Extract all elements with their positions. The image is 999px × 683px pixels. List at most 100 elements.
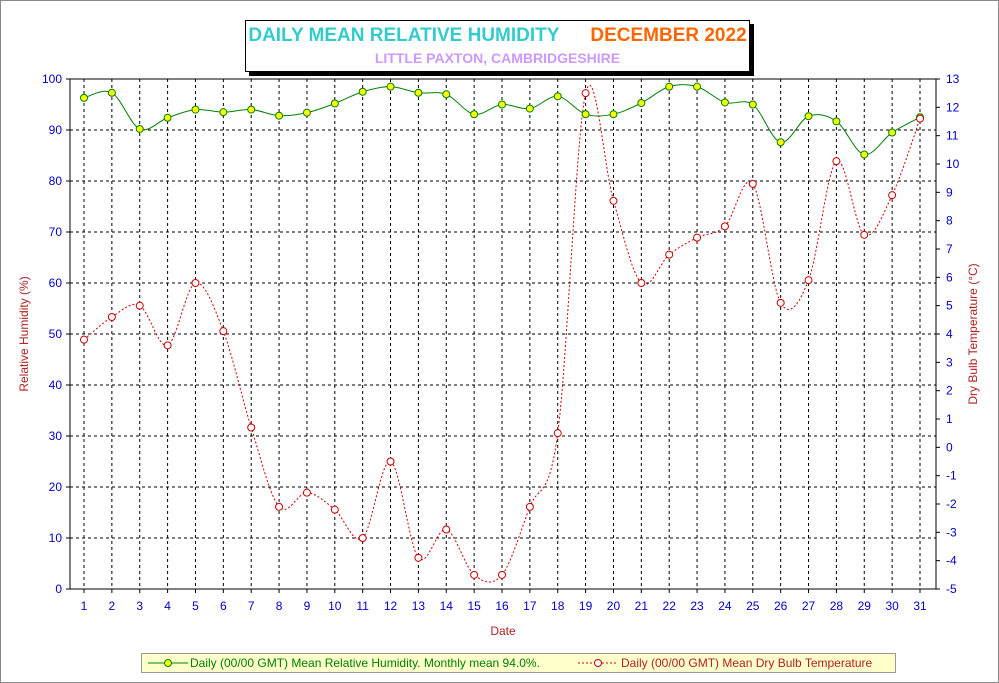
y-left-tick-label: 40 [49, 378, 63, 392]
temperature-point [386, 457, 395, 466]
temperature-point [302, 488, 311, 497]
x-tick-label: 5 [192, 599, 199, 613]
y-left-tick-label: 20 [49, 480, 63, 494]
x-tick-label: 6 [220, 599, 227, 613]
temperature-point [776, 298, 785, 307]
x-tick-label: 29 [858, 599, 872, 613]
series-layer [80, 82, 924, 583]
humidity-point [219, 108, 228, 117]
x-tick-label: 28 [830, 599, 844, 613]
humidity-point [358, 87, 367, 96]
y-right-tick-label: 3 [946, 355, 953, 369]
x-tick-label: 8 [276, 599, 283, 613]
temperature-point [135, 301, 144, 310]
x-tick-label: 19 [579, 599, 593, 613]
x-tick-label: 11 [356, 599, 369, 613]
y-axis-right-label: Dry Bulb Temperature (°C) [966, 263, 980, 404]
grid-lines [70, 79, 936, 589]
y-left-tick-label: 60 [49, 276, 63, 290]
y-left-tick-label: 10 [49, 531, 63, 545]
humidity-point [330, 99, 339, 108]
y-left-tick-label: 0 [55, 582, 62, 596]
chart-title-box: DAILY MEAN RELATIVE HUMIDITY DECEMBER 20… [245, 20, 750, 72]
temperature-point [860, 230, 869, 239]
humidity-point [302, 108, 311, 117]
x-tick-label: 9 [304, 599, 311, 613]
temperature-point [163, 341, 172, 350]
temperature-point [219, 327, 228, 336]
y-right-tick-label: -1 [946, 469, 957, 483]
y-axis-left-label: Relative Humidity (%) [17, 276, 31, 391]
humidity-point [888, 128, 897, 137]
chart-title: DAILY MEAN RELATIVE HUMIDITY [248, 25, 560, 46]
y-right-tick-label: 5 [946, 299, 953, 313]
chart-period: DECEMBER 2022 [590, 25, 747, 46]
temperature-point [80, 335, 88, 344]
y-right-tick-label: 12 [946, 100, 960, 114]
x-tick-label: 13 [412, 599, 426, 613]
y-right-tick-label: -5 [946, 582, 957, 596]
x-tick-label: 14 [440, 599, 454, 613]
x-tick-label: 30 [885, 599, 899, 613]
x-tick-label: 15 [467, 599, 481, 613]
humidity-point [191, 105, 200, 114]
x-axis-label: Date [490, 624, 516, 638]
temperature-point [637, 279, 646, 287]
y-right-tick-label: 6 [946, 270, 953, 284]
temperature-point [888, 191, 897, 200]
y-left-tick-label: 50 [49, 327, 63, 341]
temperature-point [525, 502, 534, 511]
temperature-point [665, 250, 674, 259]
humidity-point [163, 113, 172, 122]
temperature-point [804, 276, 813, 285]
y-left-tick-label: 90 [49, 123, 63, 137]
y-right-tick-label: -3 [946, 525, 957, 539]
x-tick-label: 10 [328, 599, 342, 613]
x-tick-label: 27 [802, 599, 816, 613]
humidity-point [637, 98, 646, 107]
humidity-point [386, 82, 395, 91]
legend-temp-swatch [578, 659, 618, 667]
x-tick-label: 17 [523, 599, 537, 613]
x-tick-label: 23 [690, 599, 704, 613]
temperature-point [693, 233, 702, 242]
temperature-point [247, 423, 256, 432]
x-tick-label: 31 [913, 599, 927, 613]
y-left-tick-label: 80 [49, 174, 63, 188]
x-tick-label: 4 [164, 599, 171, 613]
temperature-point [191, 279, 200, 287]
y-left-tick-label: 30 [49, 429, 63, 443]
humidity-point [80, 93, 88, 102]
temperature-point [832, 157, 841, 166]
x-tick-label: 25 [746, 599, 760, 613]
temperature-point [442, 525, 451, 534]
y-right-tick-label: 8 [946, 214, 953, 228]
axis-ticks: 0102030405060708090100-5-4-3-2-101234567… [42, 72, 960, 613]
temperature-point [107, 313, 116, 321]
humidity-point [860, 150, 869, 159]
humidity-point [832, 117, 841, 126]
humidity-point [804, 112, 813, 121]
temperature-point [470, 570, 479, 579]
x-tick-label: 1 [81, 599, 88, 613]
x-tick-label: 18 [551, 599, 565, 613]
humidity-point [553, 92, 562, 101]
humidity-point [525, 104, 534, 113]
x-tick-label: 3 [136, 599, 143, 613]
x-tick-label: 26 [774, 599, 788, 613]
temperature-point [720, 222, 729, 231]
legend-temp-label: Daily (00/00 GMT) Mean Dry Bulb Temperat… [621, 656, 873, 670]
y-right-tick-label: -4 [946, 554, 957, 568]
legend-rh-swatch [148, 659, 188, 667]
x-tick-label: 20 [607, 599, 621, 613]
y-right-tick-label: 1 [946, 412, 953, 426]
temperature-point [330, 505, 339, 514]
temperature-point [414, 553, 423, 562]
x-tick-label: 16 [495, 599, 509, 613]
humidity-point [581, 110, 590, 119]
humidity-point [470, 110, 479, 119]
temperature-point [748, 179, 757, 188]
x-tick-label: 12 [384, 599, 398, 613]
x-tick-label: 21 [635, 599, 649, 613]
